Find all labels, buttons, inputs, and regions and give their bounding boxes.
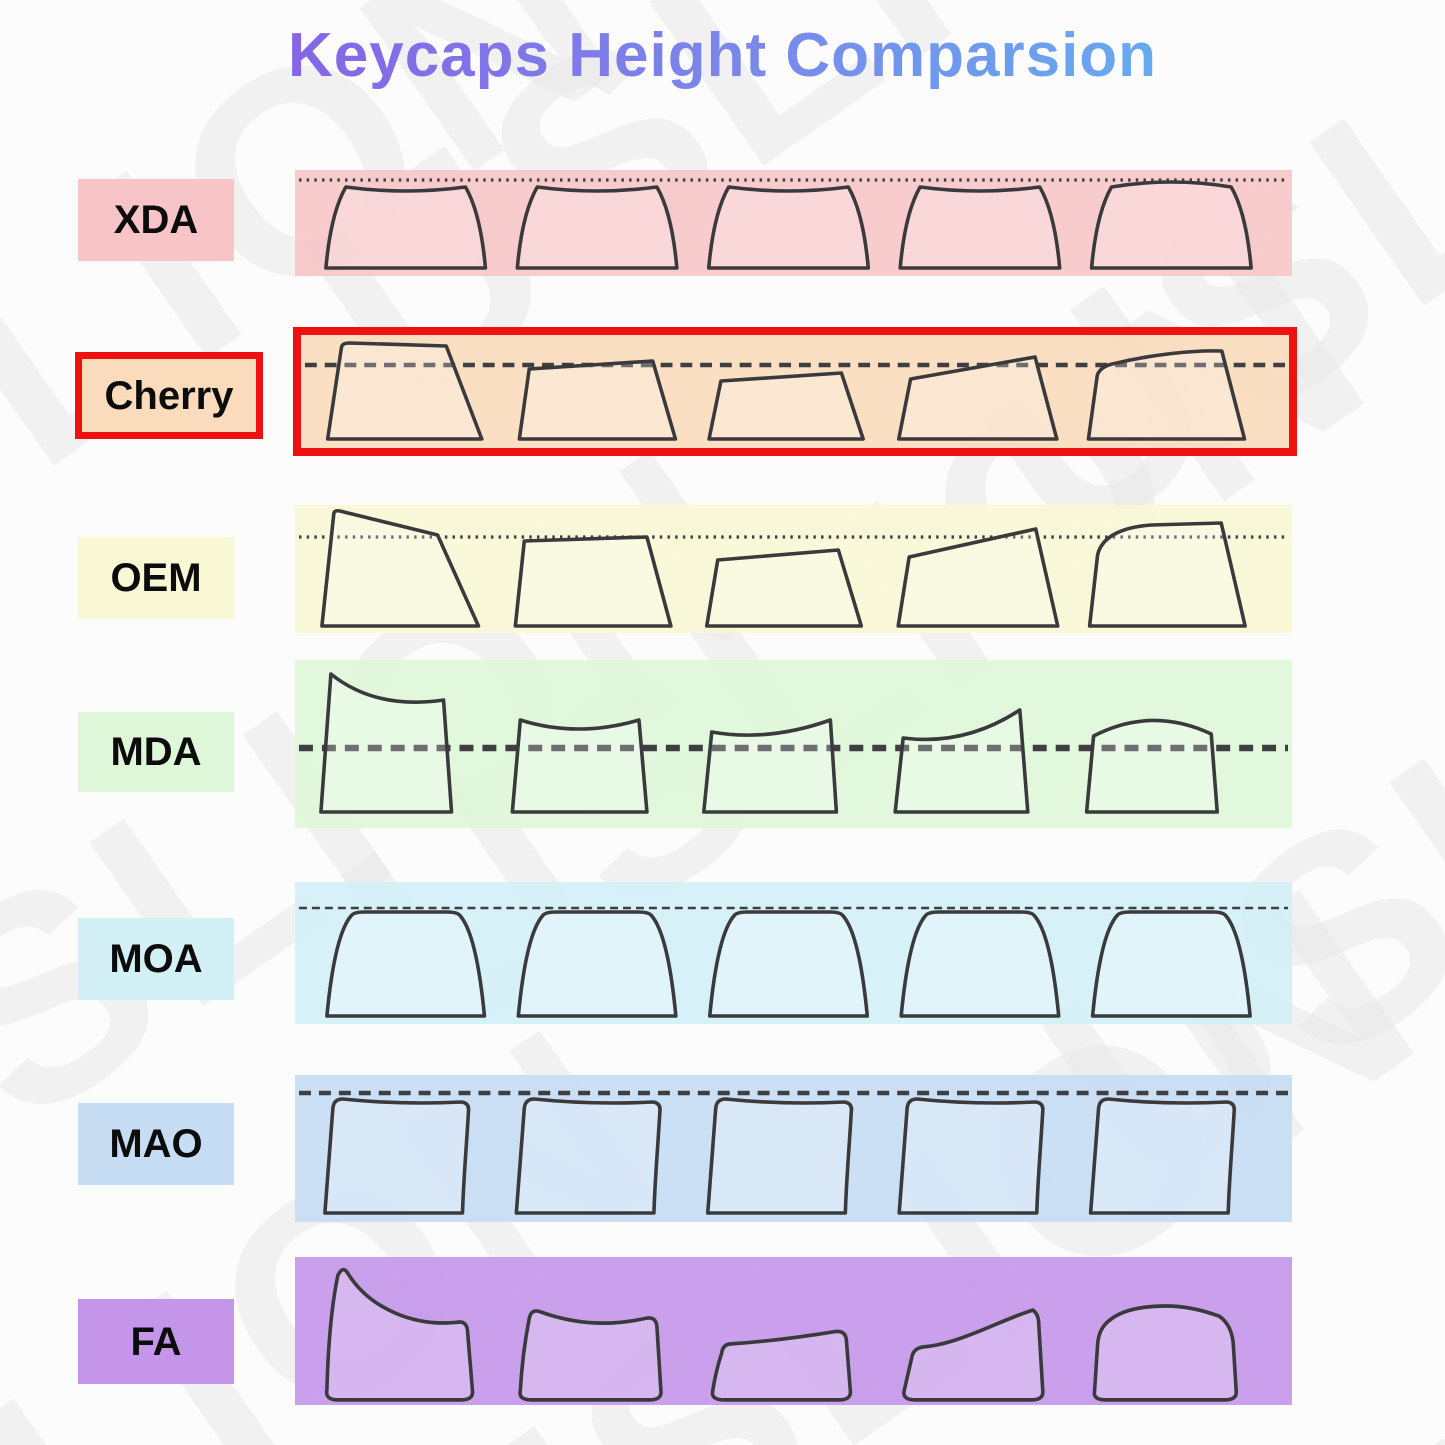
page-title: Keycaps Height Comparsion <box>0 20 1445 91</box>
